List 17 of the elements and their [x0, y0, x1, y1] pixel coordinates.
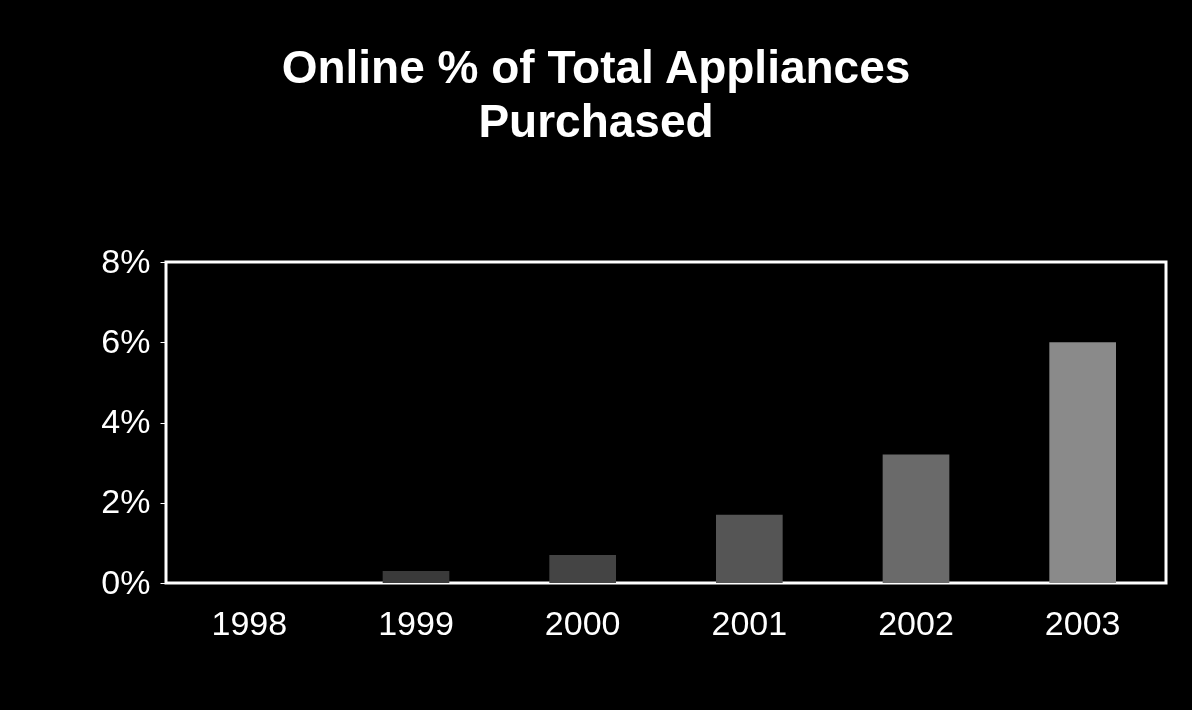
x-tick-label: 1998	[211, 603, 288, 642]
x-tick-label: 2001	[711, 603, 788, 642]
chart-title: Online % of Total Appliances Purchased	[280, 40, 912, 149]
y-tick-label: 0%	[101, 562, 151, 601]
y-tick-label: 2%	[101, 482, 151, 521]
bar	[549, 554, 616, 583]
bar	[716, 514, 783, 583]
x-tick-label: 2000	[544, 603, 621, 642]
x-tick-label: 2002	[878, 603, 954, 642]
x-tick-label: 1999	[378, 603, 454, 642]
y-tick-label: 8%	[101, 241, 151, 280]
y-tick-label: 4%	[101, 402, 151, 440]
bar	[882, 454, 950, 583]
y-tick-label: 6%	[101, 321, 151, 360]
bar	[1049, 342, 1116, 583]
bar	[382, 570, 450, 583]
x-tick-label: 2003	[1044, 603, 1121, 642]
